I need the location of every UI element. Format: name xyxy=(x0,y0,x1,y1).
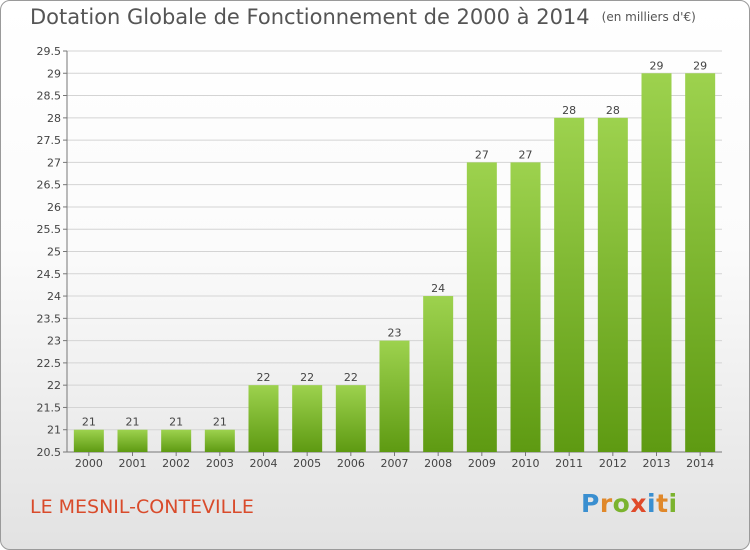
unit-note: (en milliers d'€) xyxy=(601,10,696,24)
y-tick-label: 28 xyxy=(47,112,61,125)
y-tick-label: 23 xyxy=(47,335,61,348)
y-tick-label: 26.5 xyxy=(37,179,62,192)
data-label: 22 xyxy=(344,371,358,384)
x-tick-label: 2006 xyxy=(337,457,365,470)
x-tick-label: 2009 xyxy=(468,457,496,470)
y-tick-label: 25.5 xyxy=(37,223,62,236)
logo-letter: t xyxy=(656,489,669,518)
x-tick-label: 2011 xyxy=(555,457,583,470)
bar xyxy=(204,429,235,452)
x-tick-label: 2013 xyxy=(643,457,671,470)
bar xyxy=(554,117,585,452)
y-tick-label: 28.5 xyxy=(37,90,62,103)
x-tick-label: 2008 xyxy=(424,457,452,470)
data-label: 29 xyxy=(693,59,707,72)
x-tick-label: 2005 xyxy=(293,457,321,470)
bar xyxy=(597,117,628,452)
bar xyxy=(685,73,716,453)
y-tick-label: 27.5 xyxy=(37,134,62,147)
x-tick-label: 2004 xyxy=(250,457,278,470)
logo-letter: i xyxy=(647,489,657,518)
bar xyxy=(335,385,366,452)
x-tick-label: 2000 xyxy=(75,457,103,470)
x-tick-label: 2007 xyxy=(381,457,409,470)
y-tick-label: 29 xyxy=(47,67,61,80)
y-tick-label: 26 xyxy=(47,201,61,214)
bar xyxy=(641,73,672,453)
x-tick-label: 2012 xyxy=(599,457,627,470)
y-tick-label: 21 xyxy=(47,424,61,437)
bar xyxy=(292,385,323,452)
bar xyxy=(117,429,148,452)
logo-letter: o xyxy=(612,489,631,518)
y-tick-label: 27 xyxy=(47,156,61,169)
proxiti-logo: Proxiti xyxy=(581,489,678,518)
x-tick-label: 2001 xyxy=(119,457,147,470)
logo-letter: P xyxy=(581,489,600,518)
data-label: 21 xyxy=(82,416,96,429)
y-tick-label: 22.5 xyxy=(37,357,62,370)
bar xyxy=(379,340,410,452)
data-label: 28 xyxy=(606,104,620,117)
data-label: 22 xyxy=(257,371,271,384)
logo-letter: r xyxy=(599,489,613,518)
x-tick-label: 2002 xyxy=(162,457,190,470)
commune-name: LE MESNIL-CONTEVILLE xyxy=(30,496,254,518)
x-tick-label: 2003 xyxy=(206,457,234,470)
logo-letter: x xyxy=(630,489,647,518)
data-label: 23 xyxy=(388,327,402,340)
data-label: 21 xyxy=(169,416,183,429)
y-tick-label: 29.5 xyxy=(37,45,62,58)
logo-letter: i xyxy=(668,489,678,518)
bar xyxy=(466,162,497,452)
y-tick-label: 23.5 xyxy=(37,312,62,325)
chart-title: Dotation Globale de Fonctionnement de 20… xyxy=(30,5,696,29)
data-label: 29 xyxy=(650,59,664,72)
y-tick-label: 24 xyxy=(47,290,61,303)
data-label: 21 xyxy=(126,416,140,429)
y-tick-label: 25 xyxy=(47,246,61,259)
bar xyxy=(510,162,541,452)
bar xyxy=(248,385,279,452)
chart-title-text: Dotation Globale de Fonctionnement de 20… xyxy=(30,5,590,29)
data-label: 22 xyxy=(300,371,314,384)
data-label: 24 xyxy=(431,282,445,295)
y-tick-label: 24.5 xyxy=(37,268,62,281)
data-label: 28 xyxy=(562,104,576,117)
x-tick-label: 2010 xyxy=(512,457,540,470)
bar xyxy=(73,429,104,452)
data-label: 21 xyxy=(213,416,227,429)
data-label: 27 xyxy=(519,148,533,161)
bar xyxy=(423,296,454,452)
data-label: 27 xyxy=(475,148,489,161)
y-tick-label: 20.5 xyxy=(37,446,62,459)
y-tick-label: 22 xyxy=(47,379,61,392)
bar xyxy=(161,429,192,452)
x-tick-label: 2014 xyxy=(686,457,714,470)
y-tick-label: 21.5 xyxy=(37,401,62,414)
